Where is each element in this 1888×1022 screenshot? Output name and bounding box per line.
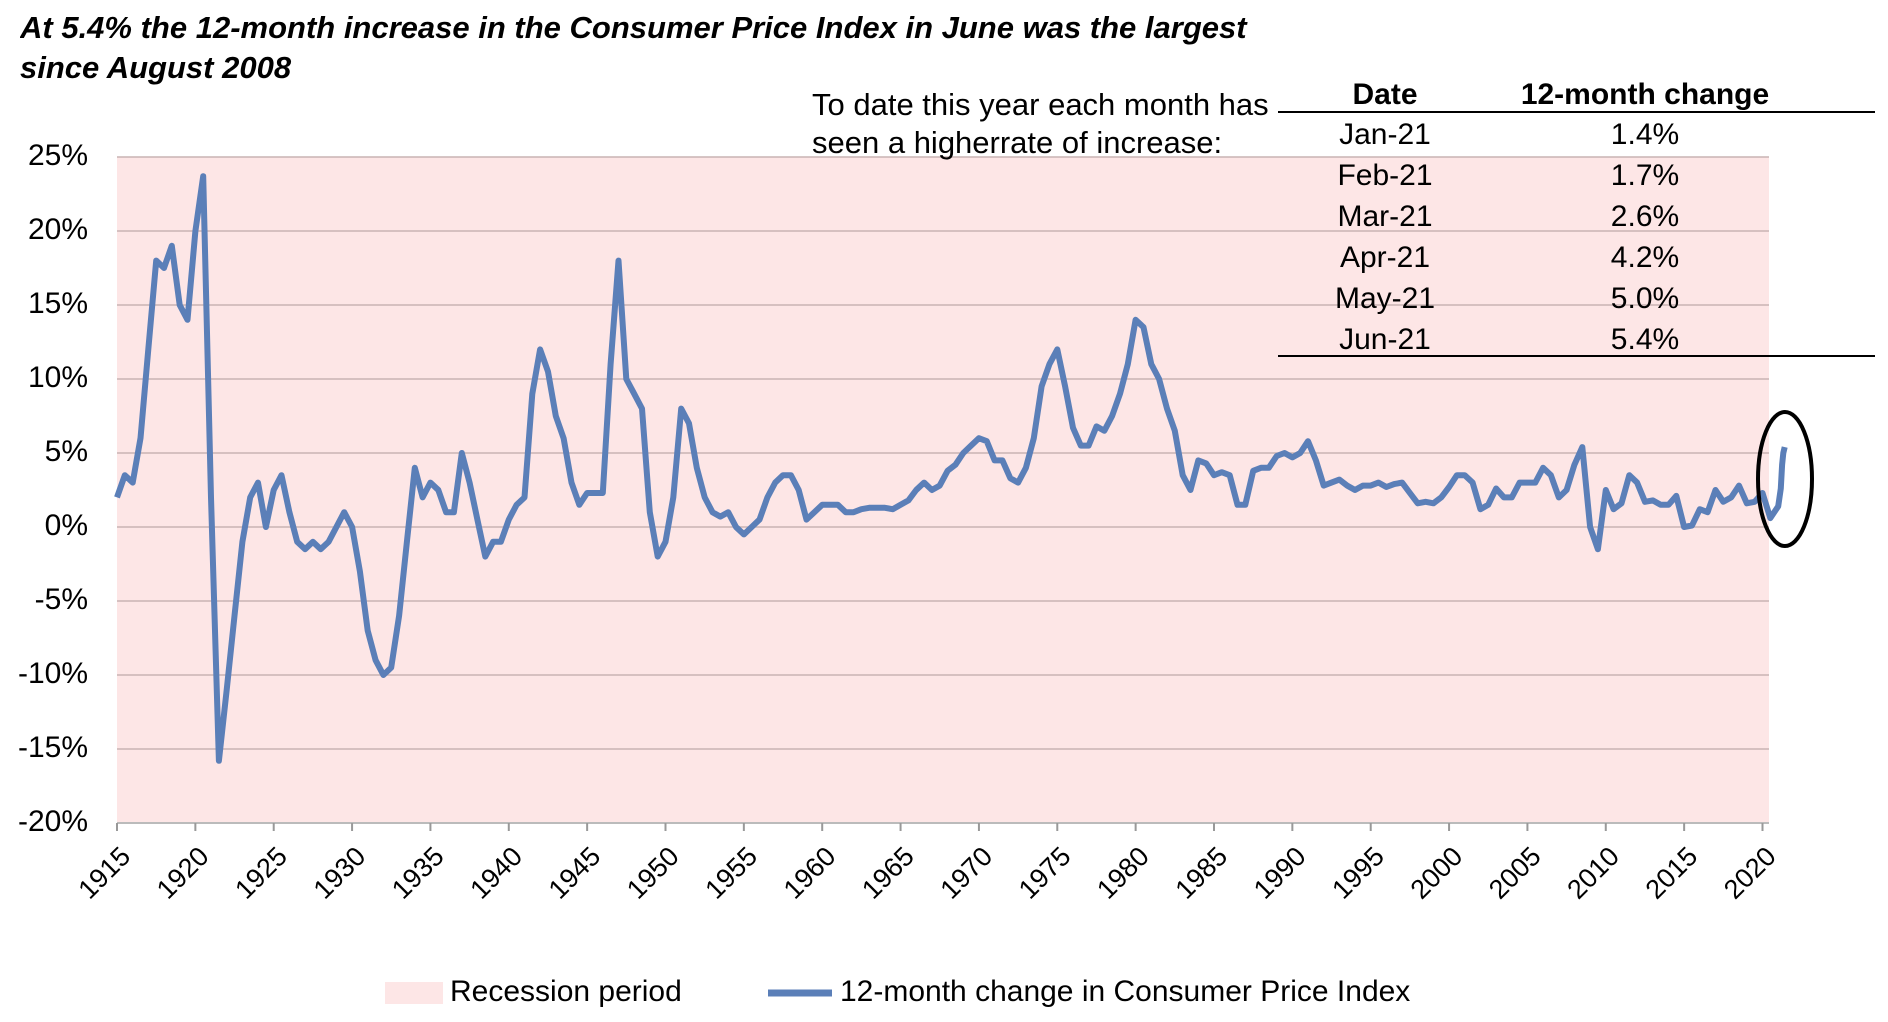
- x-tick-label: 2015: [1640, 841, 1704, 905]
- x-tick-label: 1985: [1170, 841, 1234, 905]
- x-tick-label: 2000: [1405, 841, 1469, 905]
- chart-title: At 5.4% the 12-month increase in the Con…: [20, 10, 1247, 85]
- x-tick-label: 1935: [386, 841, 450, 905]
- table-cell: 4.2%: [1611, 241, 1679, 274]
- x-tick-label: 1930: [308, 841, 372, 905]
- x-tick-label: 1960: [778, 841, 842, 905]
- x-tick-label: 1995: [1326, 841, 1390, 905]
- x-tick-label: 1955: [699, 841, 763, 905]
- x-tick-label: 1975: [1013, 841, 1077, 905]
- plot-area: 25%20%15%10%5%0%-5%-10%-15%-20%1915 1920 1…: [18, 139, 1788, 905]
- x-tick-label: 1945: [543, 841, 607, 905]
- x-tick-label: 1990: [1248, 841, 1312, 905]
- x-tick-label: 1965: [856, 841, 920, 905]
- table-cell: 5.0%: [1611, 282, 1679, 315]
- y-tick-label: -20%: [18, 805, 88, 838]
- x-tick-label: 1950: [621, 841, 685, 905]
- y-tick-label: -15%: [18, 731, 88, 764]
- table-cell: 5.4%: [1611, 323, 1679, 356]
- table-cell: 1.4%: [1611, 118, 1679, 151]
- x-tick-label: 1970: [935, 841, 999, 905]
- cpi-line: [114, 173, 1788, 764]
- highlight-ellipse: [1756, 410, 1814, 548]
- y-tick-label: -10%: [18, 657, 88, 690]
- x-tick-label: 2010: [1561, 841, 1625, 905]
- title-box: At 5.4% the 12-month increase in the Con…: [20, 10, 1247, 85]
- y-tick-label: 15%: [28, 287, 88, 320]
- table-cell: 2.6%: [1611, 200, 1679, 233]
- table-cell: Feb-21: [1337, 159, 1432, 192]
- x-tick-label: 1980: [1091, 841, 1155, 905]
- table-cell: 1.7%: [1611, 159, 1679, 192]
- annotation-box: To date this year each month has seen a …: [812, 87, 1269, 160]
- x-tick-label: 1940: [464, 841, 528, 905]
- table-cell: Mar-21: [1337, 200, 1432, 233]
- x-tick-label: 1925: [229, 841, 293, 905]
- legend: Recession period 12-month change in Consu…: [385, 975, 1410, 1008]
- legend-label: Recession period: [450, 975, 682, 1008]
- annotation: To date this year each month has seen a …: [812, 87, 1269, 160]
- x-tick-label: 1915: [73, 841, 137, 905]
- y-tick-label: 20%: [28, 213, 88, 246]
- table-cell: Jan-21: [1339, 118, 1431, 151]
- recession-band: [117, 157, 1769, 823]
- y-tick-label: 10%: [28, 361, 88, 394]
- table-header: Date: [1352, 78, 1417, 111]
- y-tick-label: 5%: [45, 435, 88, 468]
- y-tick-label: 0%: [45, 509, 88, 542]
- table: Date 12-month change Jan-21 1.4% Feb-21 1.7% M…: [1278, 78, 1875, 357]
- x-tick-label: 2005: [1483, 841, 1547, 905]
- x-tick-label: 2020: [1718, 841, 1782, 905]
- legend-swatch: [385, 982, 443, 1004]
- y-tick-label: 25%: [28, 139, 88, 172]
- table-cell: Jun-21: [1339, 323, 1431, 356]
- table-cell: Apr-21: [1340, 241, 1430, 274]
- x-tick-label: 1920: [151, 841, 215, 905]
- legend-label: 12-month change in Consumer Price Index: [840, 975, 1410, 1008]
- table-header: 12-month change: [1521, 78, 1769, 111]
- table-cell: May-21: [1335, 282, 1435, 315]
- y-tick-label: -5%: [35, 583, 88, 616]
